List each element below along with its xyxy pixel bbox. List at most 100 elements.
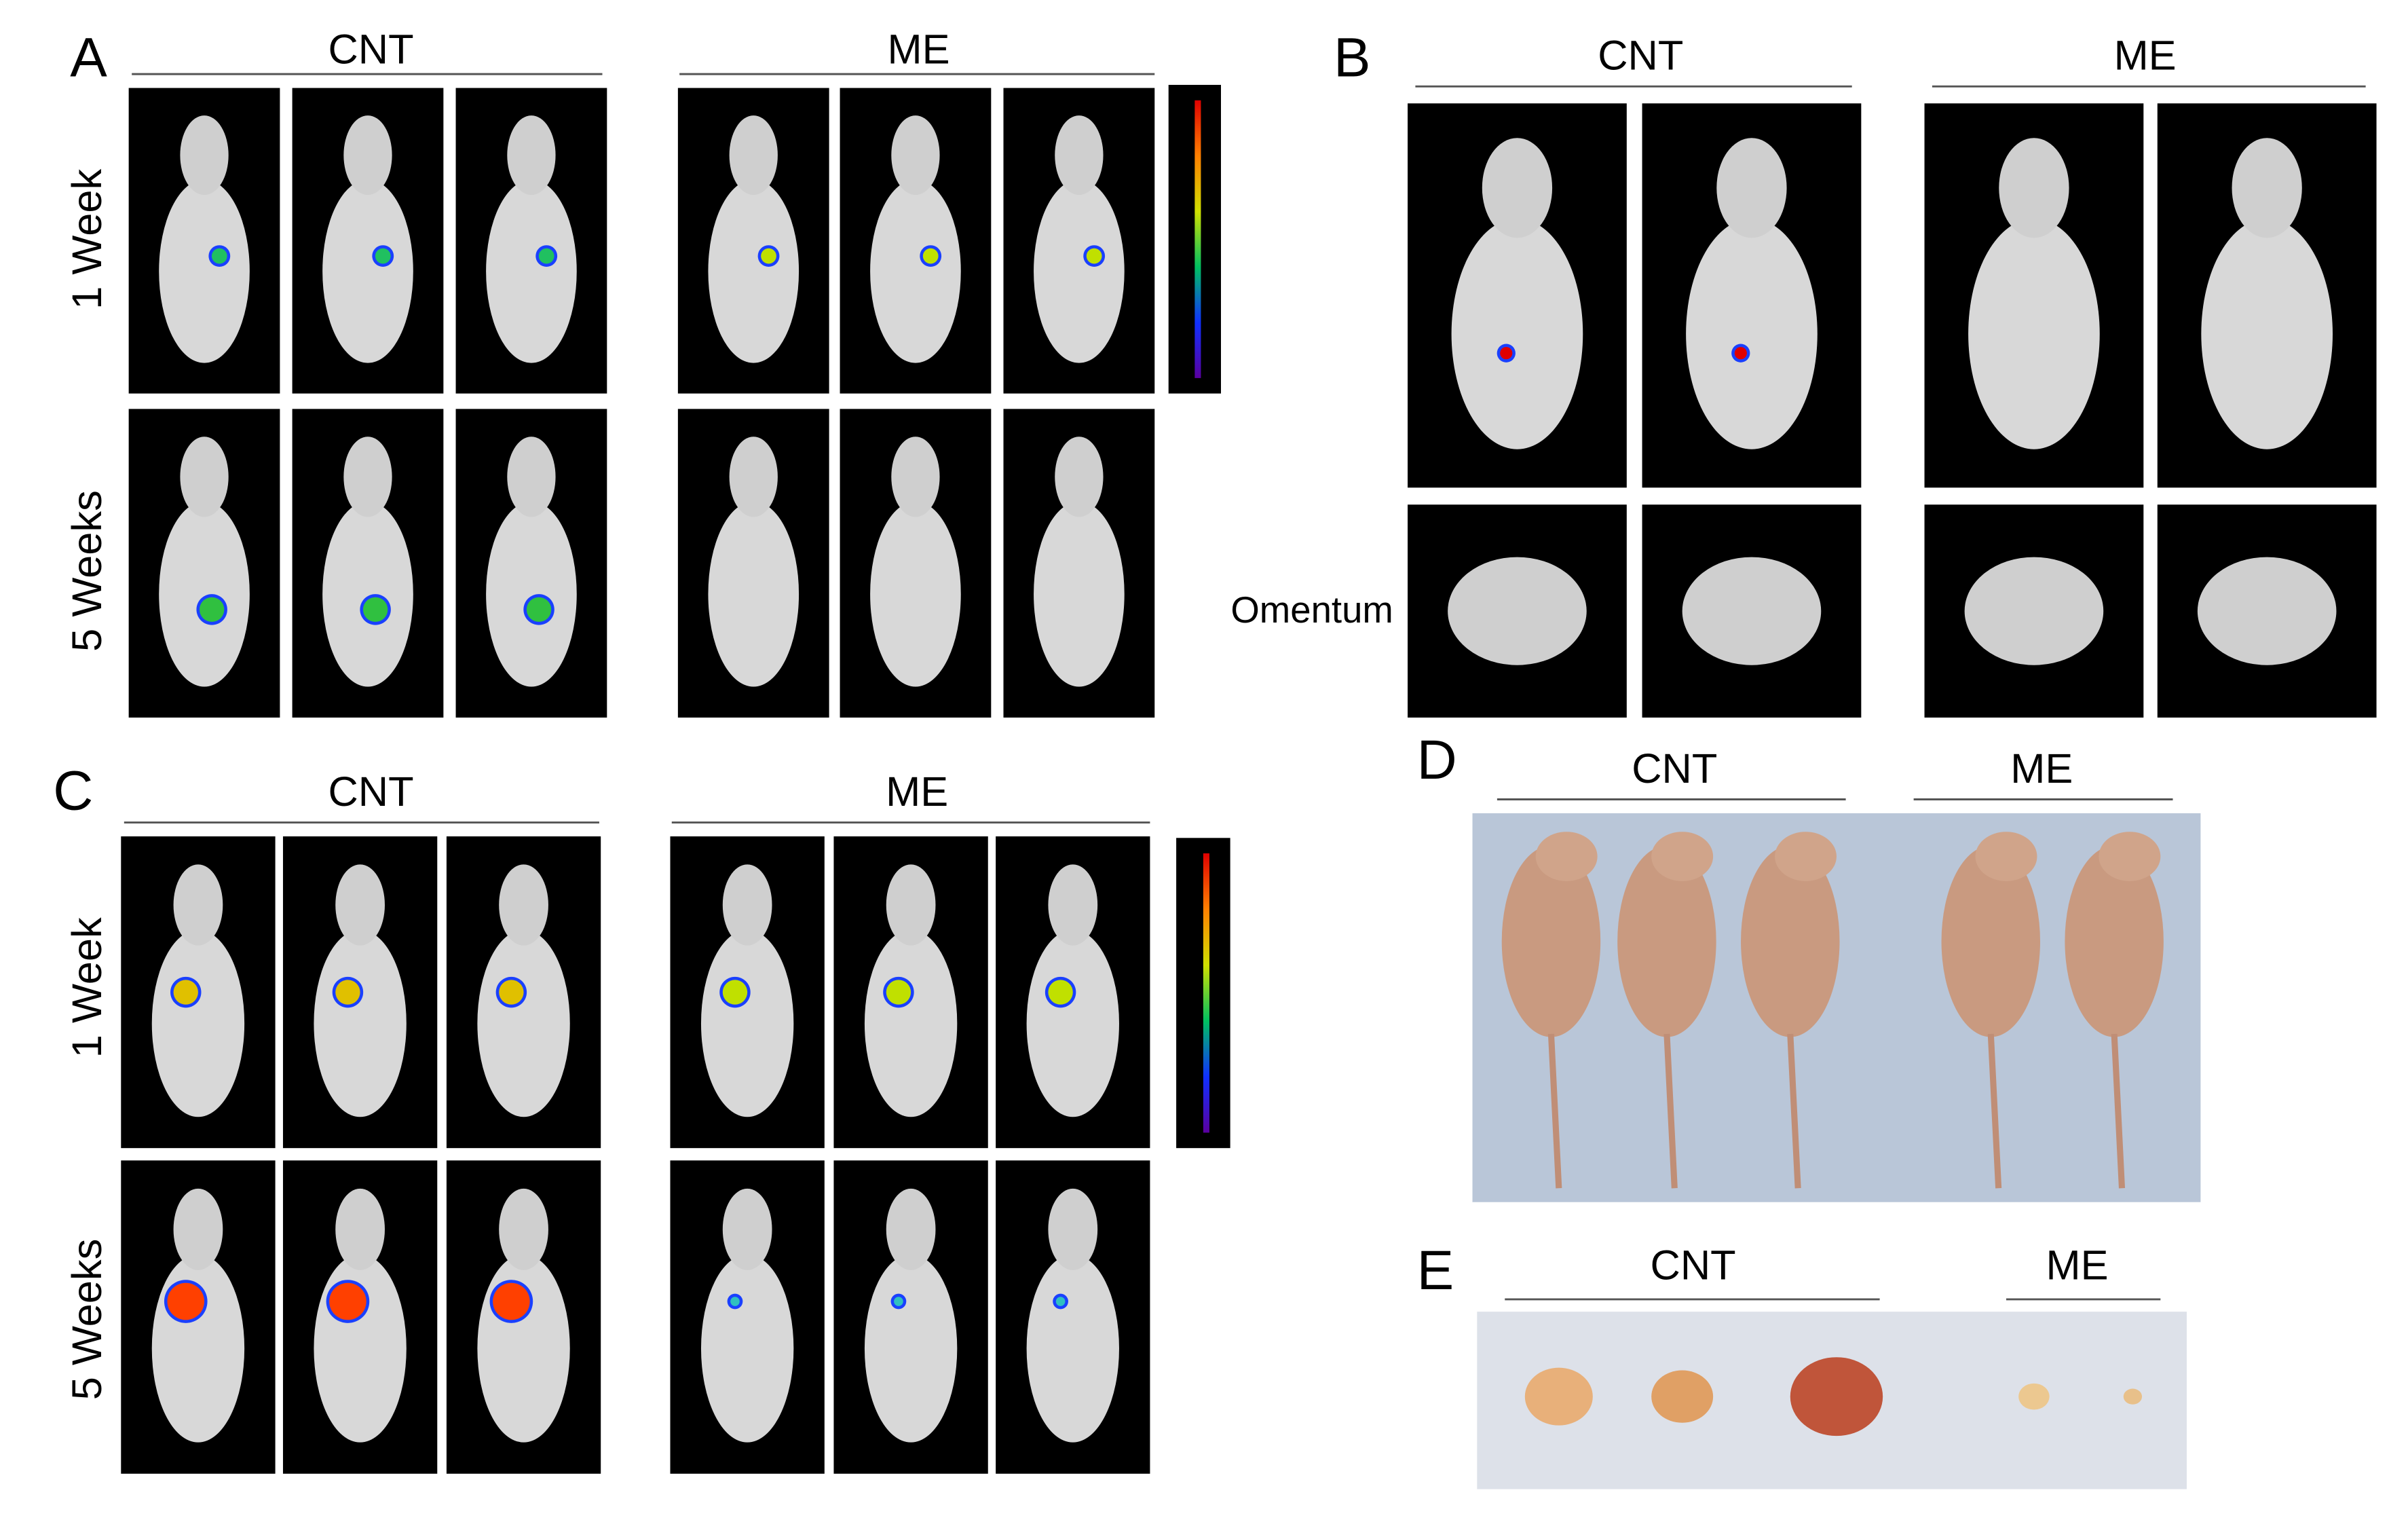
row-label: 5 Weeks <box>64 490 111 652</box>
panel-label: E <box>1417 1240 1454 1301</box>
mouse-head <box>180 115 229 196</box>
signal-core <box>538 248 554 264</box>
signal-core <box>1500 347 1513 360</box>
colorbar <box>1203 853 1209 1133</box>
signal-core <box>922 248 939 264</box>
mouse-head <box>173 864 223 946</box>
mouse-body <box>870 501 961 687</box>
tumor <box>2018 1383 2050 1410</box>
mouse-body <box>864 929 958 1117</box>
mouse-head <box>180 437 229 517</box>
signal-core <box>211 248 227 264</box>
mouse-body <box>1026 929 1119 1117</box>
mouse-head <box>886 1188 936 1270</box>
signal-core <box>761 248 776 264</box>
mouse-body <box>1968 219 2100 449</box>
signal-core <box>886 980 911 1005</box>
mouse-head <box>722 864 772 946</box>
mouse-head <box>1775 832 1837 881</box>
group-header: ME <box>887 26 949 73</box>
group-header: ME <box>2114 33 2177 79</box>
tumor <box>1790 1357 1883 1436</box>
signal-core <box>335 980 360 1005</box>
mouse-head <box>1651 832 1714 881</box>
mouse-head <box>886 864 936 946</box>
signal-core <box>329 1282 366 1320</box>
mouse-body <box>1451 219 1583 449</box>
mouse-body <box>700 929 794 1117</box>
panel-label: B <box>1334 27 1371 89</box>
tumor <box>2123 1388 2143 1405</box>
signal-core <box>173 980 198 1005</box>
mouse-body <box>864 1254 958 1443</box>
mouse-head <box>1482 138 1553 238</box>
signal-core <box>730 1297 740 1306</box>
row-label: Omentum <box>1230 589 1393 631</box>
group-header: ME <box>886 768 948 815</box>
mouse-head <box>1048 1188 1098 1270</box>
mouse-head <box>1048 864 1098 946</box>
group-header: ME <box>2046 1242 2109 1289</box>
signal-core <box>894 1297 903 1306</box>
mouse-head <box>891 115 940 196</box>
mouse-head <box>499 1188 548 1270</box>
omentum <box>1682 557 1822 665</box>
mouse-head <box>1055 437 1104 517</box>
signal-core <box>167 1282 205 1320</box>
tumor <box>1651 1370 1714 1423</box>
group-header: CNT <box>1632 745 1717 792</box>
mouse-tail <box>1787 1033 1801 1189</box>
mouse-body <box>1026 1254 1119 1443</box>
mouse-body <box>700 1254 794 1443</box>
mouse-tail <box>1547 1033 1562 1189</box>
omentum <box>1964 557 2104 665</box>
mouse-body <box>477 1254 570 1443</box>
mouse-body <box>1686 219 1818 449</box>
mouse-head <box>173 1188 223 1270</box>
signal-core <box>526 597 552 623</box>
signal-core <box>722 980 748 1005</box>
mouse-head <box>1999 138 2069 238</box>
signal-core <box>493 1282 530 1320</box>
group-header: CNT <box>1598 33 1683 79</box>
mouse-body <box>2201 219 2333 449</box>
mouse-body <box>708 501 799 687</box>
mouse-body <box>322 501 413 687</box>
omentum <box>2197 557 2337 665</box>
mouse-head <box>335 864 385 946</box>
row-label: 5 Weeks <box>64 1239 111 1401</box>
mouse-tail <box>2111 1033 2126 1189</box>
signal-core <box>375 248 391 264</box>
mouse-body <box>314 929 407 1117</box>
mouse-body <box>486 501 577 687</box>
mouse-body <box>870 179 961 363</box>
mouse-body <box>1034 501 1125 687</box>
mouse-head <box>2099 832 2161 881</box>
mouse-head <box>729 437 778 517</box>
mouse-body <box>477 929 570 1117</box>
mouse <box>1617 845 1716 1037</box>
row-label: 1 Week <box>64 917 111 1058</box>
tumor <box>1524 1367 1593 1426</box>
mouse-body <box>151 1254 245 1443</box>
panel-label: A <box>70 27 107 89</box>
mouse-body <box>486 179 577 363</box>
mouse-tail <box>1987 1033 2002 1189</box>
group-header: ME <box>2010 745 2073 792</box>
mouse-body <box>314 1254 407 1443</box>
mouse-head <box>343 115 392 196</box>
colorbar-frame <box>1168 85 1222 394</box>
panel-label: D <box>1417 729 1457 791</box>
mouse-head <box>891 437 940 517</box>
mouse <box>1741 845 1840 1037</box>
mouse <box>1501 845 1601 1037</box>
mouse-body <box>151 929 245 1117</box>
mouse-body <box>159 179 250 363</box>
mouse <box>2065 845 2164 1037</box>
row-label: 1 Week <box>64 169 111 310</box>
mouse-head <box>335 1188 385 1270</box>
panel-label: C <box>53 760 93 821</box>
mouse-body <box>159 501 250 687</box>
signal-core <box>362 597 388 623</box>
